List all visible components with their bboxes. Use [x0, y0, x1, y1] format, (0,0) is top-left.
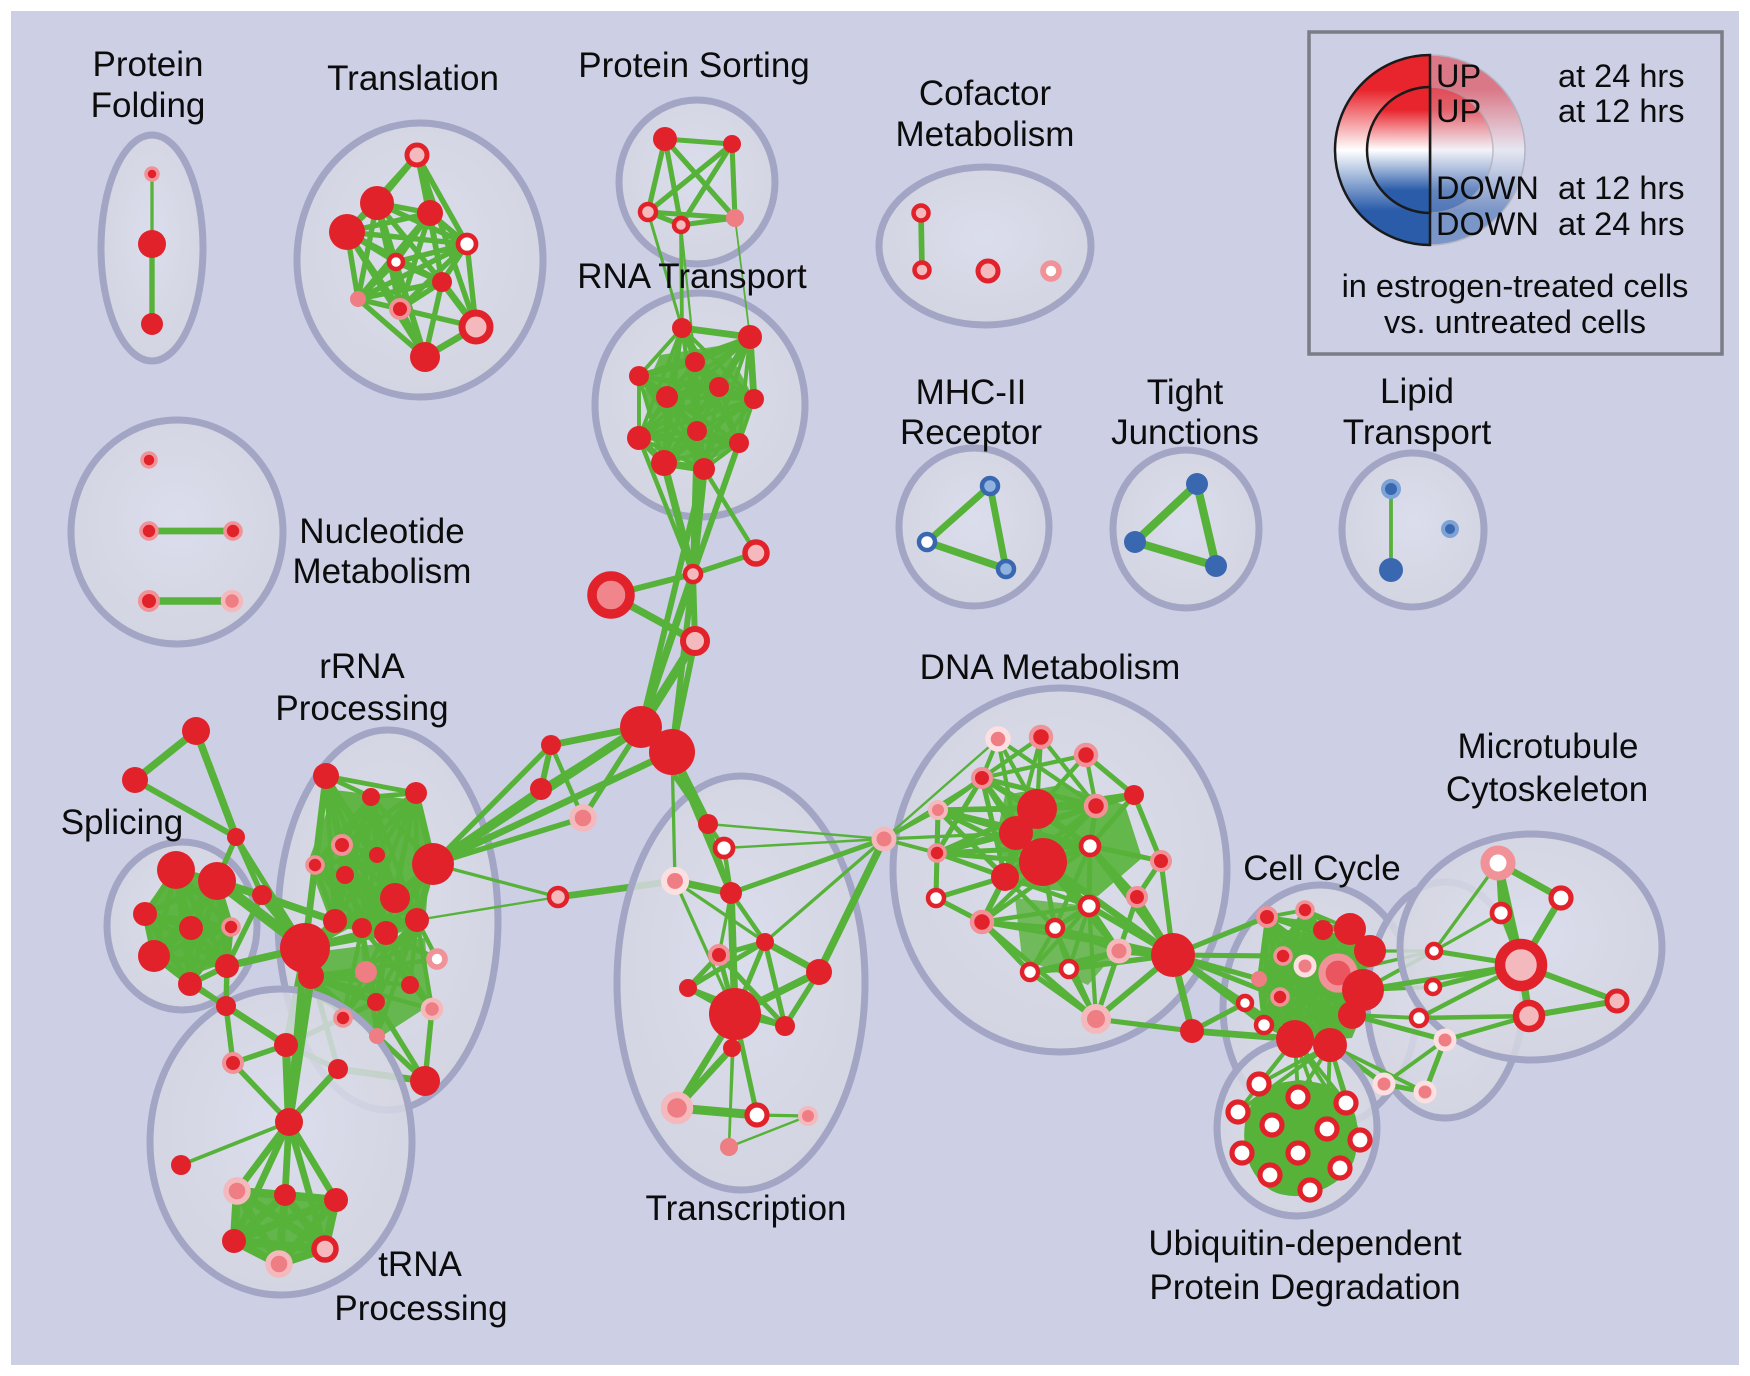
svg-text:Cofactor: Cofactor	[919, 74, 1052, 113]
svg-text:DOWN: DOWN	[1436, 206, 1539, 242]
svg-text:DNA Metabolism: DNA Metabolism	[920, 648, 1181, 687]
svg-text:Transcription: Transcription	[646, 1189, 847, 1228]
svg-text:DOWN: DOWN	[1436, 170, 1539, 206]
svg-text:Translation: Translation	[327, 59, 499, 98]
svg-text:vs. untreated cells: vs. untreated cells	[1384, 304, 1646, 340]
svg-text:Processing: Processing	[334, 1289, 507, 1328]
svg-text:Receptor: Receptor	[900, 413, 1042, 452]
svg-text:at 12 hrs: at 12 hrs	[1558, 170, 1684, 206]
svg-text:Protein Degradation: Protein Degradation	[1149, 1268, 1460, 1307]
svg-text:Protein: Protein	[93, 45, 204, 84]
svg-text:Folding: Folding	[91, 86, 206, 125]
svg-text:UP: UP	[1436, 58, 1481, 94]
svg-text:Cell Cycle: Cell Cycle	[1243, 849, 1401, 888]
svg-text:Lipid: Lipid	[1380, 372, 1454, 411]
svg-text:Metabolism: Metabolism	[896, 115, 1075, 154]
svg-text:Ubiquitin-dependent: Ubiquitin-dependent	[1148, 1224, 1462, 1263]
svg-text:Microtubule: Microtubule	[1458, 727, 1639, 766]
svg-text:Processing: Processing	[275, 689, 448, 728]
svg-text:Cytoskeleton: Cytoskeleton	[1446, 770, 1648, 809]
svg-text:Metabolism: Metabolism	[293, 552, 472, 591]
svg-text:Nucleotide: Nucleotide	[299, 512, 464, 551]
svg-text:rRNA: rRNA	[319, 647, 405, 686]
svg-text:Junctions: Junctions	[1111, 413, 1259, 452]
svg-text:Splicing: Splicing	[61, 803, 184, 842]
svg-text:Tight: Tight	[1147, 373, 1224, 412]
svg-text:Transport: Transport	[1343, 413, 1492, 452]
svg-text:at 24 hrs: at 24 hrs	[1558, 206, 1684, 242]
svg-text:at 24 hrs: at 24 hrs	[1558, 58, 1684, 94]
svg-text:UP: UP	[1436, 93, 1481, 129]
svg-text:RNA Transport: RNA Transport	[577, 257, 807, 296]
svg-text:in estrogen-treated cells: in estrogen-treated cells	[1342, 268, 1689, 304]
svg-text:MHC-II: MHC-II	[916, 373, 1027, 412]
svg-text:tRNA: tRNA	[378, 1245, 462, 1284]
svg-text:Protein Sorting: Protein Sorting	[578, 46, 810, 85]
svg-text:at 12 hrs: at 12 hrs	[1558, 93, 1684, 129]
